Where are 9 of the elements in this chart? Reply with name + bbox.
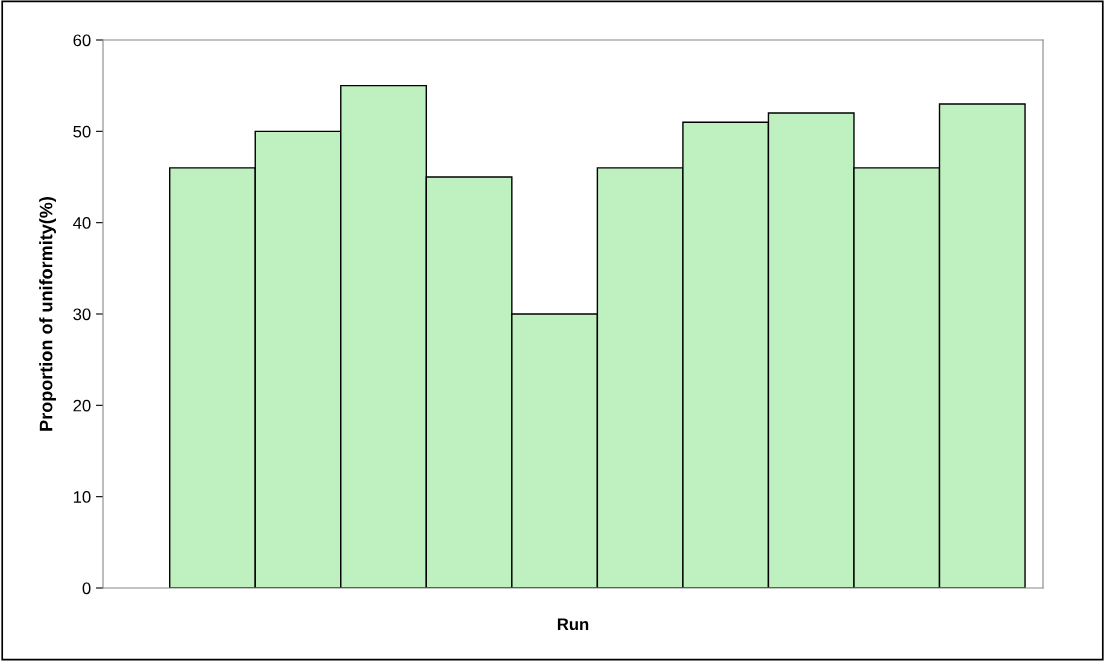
y-tick-label: 60: [73, 34, 91, 47]
y-tick-label: 20: [73, 399, 91, 412]
y-tick-label: 30: [73, 308, 91, 321]
y-tick-label: 0: [82, 582, 91, 595]
y-tick-label: 10: [73, 491, 91, 503]
x-axis-title: Run: [557, 618, 589, 631]
y-tick-label: 40: [73, 217, 91, 229]
y-axis-title: Proportion of uniformity(%): [39, 197, 56, 431]
y-tick-label: 50: [73, 125, 91, 138]
